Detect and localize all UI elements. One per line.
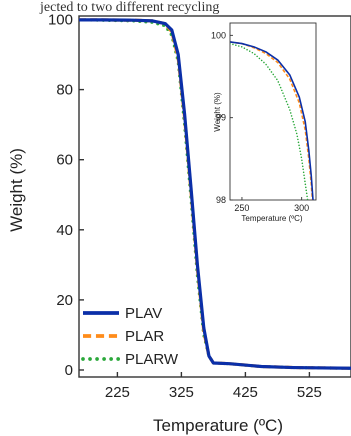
y-tick-label: 0	[65, 362, 73, 379]
caption-text: jected to two different recycling	[39, 0, 219, 15]
inset-x-tick-label: 300	[294, 203, 309, 213]
inset-x-axis-title: Temperature (ºC)	[241, 214, 302, 223]
x-axis-title: Temperature (ºC)	[153, 416, 283, 435]
inset-series-plav-line	[230, 41, 314, 200]
inset-y-tick-label: 98	[216, 195, 226, 205]
inset-y-tick-label: 100	[211, 30, 226, 40]
x-tick-label: 425	[233, 384, 258, 401]
x-tick-label: 325	[169, 384, 194, 401]
y-tick-label: 60	[56, 152, 73, 169]
legend-plar-label: PLAR	[125, 328, 164, 345]
x-tick-label: 225	[105, 384, 130, 401]
y-tick-label: 80	[56, 82, 73, 99]
inset-y-tick-label: 99	[216, 113, 226, 123]
y-tick-label: 100	[48, 12, 73, 29]
inset-y-axis-title: Weight (%)	[213, 92, 222, 132]
inset-plot-frame	[229, 22, 317, 201]
y-tick-label: 40	[56, 222, 73, 239]
plot-frame	[78, 15, 351, 378]
inset-plot: 250 300 98 99 100	[211, 22, 317, 213]
legend-plarw-label: PLARW	[125, 351, 179, 368]
series-plav-line	[79, 18, 351, 370]
main-plot: 225 325 425 525 0 20 40 60 80 100 PLAV PLAR PLARW	[48, 12, 351, 401]
y-tick-label: 20	[56, 292, 73, 309]
y-axis-title: Weight (%)	[7, 148, 26, 232]
legend-plav-label: PLAV	[125, 305, 162, 322]
x-tick-label: 525	[297, 384, 322, 401]
inset-x-tick-label: 250	[234, 203, 249, 213]
